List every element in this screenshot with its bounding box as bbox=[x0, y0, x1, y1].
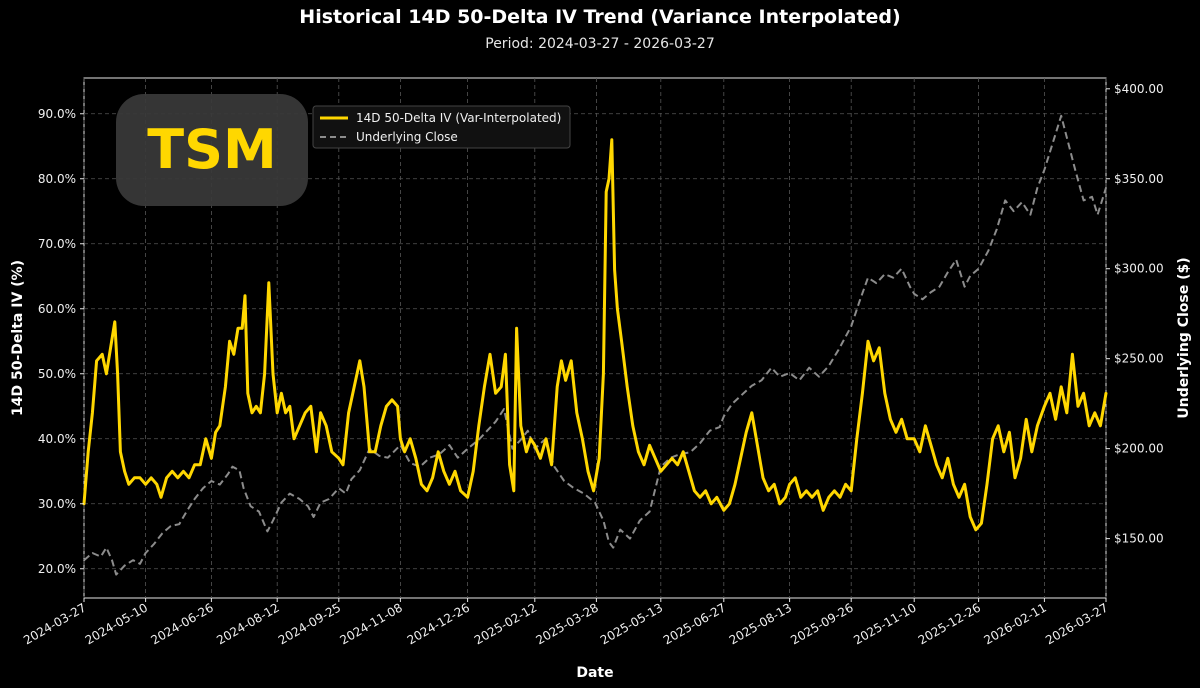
legend-iv-label: 14D 50-Delta IV (Var-Interpolated) bbox=[356, 111, 561, 125]
y-tick-label: 20.0% bbox=[38, 562, 76, 576]
x-tick-label: 2025-06-27 bbox=[661, 600, 728, 647]
x-tick-label: 2025-03-28 bbox=[533, 600, 600, 647]
ticker-logo-badge bbox=[116, 94, 308, 206]
x-tick-label: 2024-05-10 bbox=[83, 600, 150, 647]
y-tick-label: 40.0% bbox=[38, 432, 76, 446]
iv-line bbox=[82, 138, 1108, 532]
legend: 14D 50-Delta IV (Var-Interpolated) Under… bbox=[312, 105, 571, 149]
y-tick-label: 70.0% bbox=[38, 237, 76, 251]
y-tick-label: 30.0% bbox=[38, 497, 76, 511]
x-tick-label: 2025-11-10 bbox=[851, 600, 918, 647]
legend-close-label: Underlying Close bbox=[356, 130, 458, 144]
series-layer bbox=[82, 114, 1108, 576]
x-tick-label: 2024-06-26 bbox=[148, 600, 215, 647]
y2-axis-label: Underlying Close ($) bbox=[1176, 257, 1192, 418]
legend-box bbox=[312, 105, 571, 149]
x-tick-label: 2024-12-26 bbox=[405, 600, 472, 647]
chart-subtitle: Period: 2024-03-27 - 2026-03-27 bbox=[485, 36, 715, 52]
y-tick-label: 50.0% bbox=[38, 367, 76, 381]
ticker-logo: TSM bbox=[116, 94, 308, 206]
x-tick-label: 2024-09-25 bbox=[276, 600, 343, 647]
x-tick-label: 2025-09-26 bbox=[788, 600, 855, 647]
x-tick-label: 2026-03-27 bbox=[1043, 600, 1110, 647]
y2-tick-label: $200.00 bbox=[1114, 442, 1164, 456]
x-tick-label: 2025-02-12 bbox=[472, 600, 539, 647]
y-tick-label: 60.0% bbox=[38, 302, 76, 316]
x-tick-label: 2024-11-08 bbox=[337, 600, 404, 647]
x-tick-label: 2024-08-12 bbox=[214, 600, 281, 647]
y2-tick-label: $300.00 bbox=[1114, 262, 1164, 276]
underlying-close-line bbox=[83, 114, 1107, 576]
y2-tick-label: $250.00 bbox=[1114, 352, 1164, 366]
x-tick-label: 2024-03-27 bbox=[21, 600, 88, 647]
y-axis-label: 14D 50-Delta IV (%) bbox=[10, 260, 26, 416]
y2-tick-label: $150.00 bbox=[1114, 532, 1164, 546]
ticker-logo-text: TSM bbox=[147, 118, 276, 181]
x-tick-label: 2025-08-13 bbox=[727, 600, 794, 647]
chart-title: Historical 14D 50-Delta IV Trend (Varian… bbox=[299, 6, 901, 28]
y2-tick-label: $400.00 bbox=[1114, 82, 1164, 96]
x-axis-label: Date bbox=[576, 665, 613, 681]
y-tick-label: 80.0% bbox=[38, 172, 76, 186]
x-tick-label: 2025-05-13 bbox=[598, 600, 665, 647]
y2-tick-label: $350.00 bbox=[1114, 172, 1164, 186]
y-tick-label: 90.0% bbox=[38, 107, 76, 121]
x-tick-label: 2025-12-26 bbox=[916, 600, 983, 647]
x-tick-label: 2026-02-11 bbox=[981, 600, 1048, 647]
